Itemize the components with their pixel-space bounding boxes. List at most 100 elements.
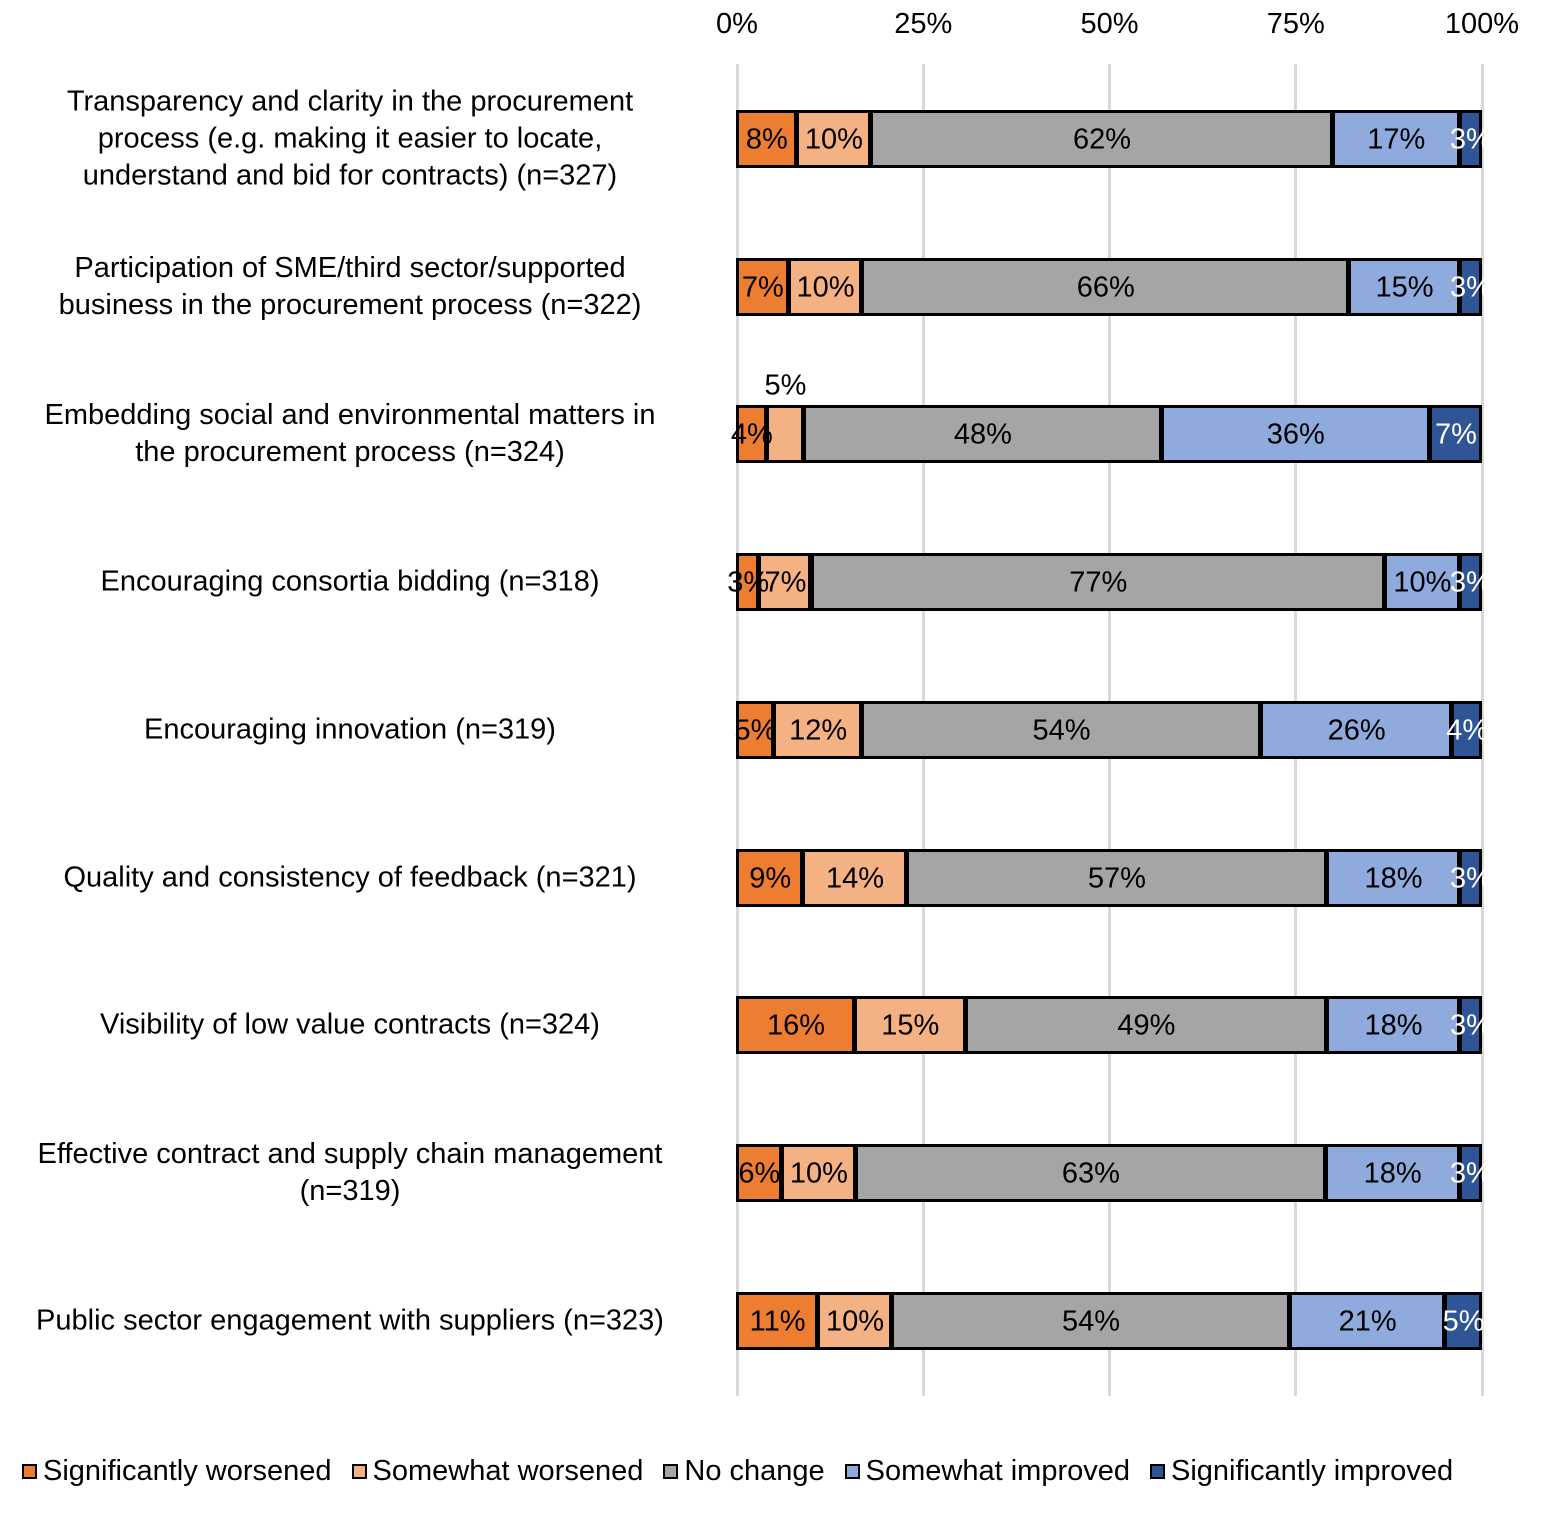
bar-segment bbox=[803, 405, 1162, 464]
category-label: Encouraging consortia bidding (n=318) bbox=[100, 565, 600, 598]
bar-segment bbox=[855, 1143, 1326, 1202]
bar-segment bbox=[1458, 1143, 1482, 1202]
bar-segment bbox=[802, 848, 907, 907]
data-label: 18% bbox=[1363, 1157, 1422, 1190]
data-label: 49% bbox=[1117, 1009, 1176, 1042]
bar-segment bbox=[1324, 1143, 1460, 1202]
legend-item: No change bbox=[663, 1455, 825, 1488]
data-label: 10% bbox=[796, 271, 855, 304]
bar-segment bbox=[736, 257, 789, 316]
gridline bbox=[1480, 64, 1484, 1396]
bar-segment bbox=[736, 700, 774, 759]
category-label: Quality and consistency of feedback (n=3… bbox=[63, 861, 637, 893]
bar-segment bbox=[795, 110, 872, 168]
data-label: 4% bbox=[1446, 714, 1489, 747]
data-label: 8% bbox=[745, 123, 788, 156]
legend-swatch bbox=[22, 1464, 37, 1479]
bar-segment bbox=[817, 1291, 892, 1350]
bar-segment bbox=[1458, 110, 1482, 168]
legend-item: Significantly worsened bbox=[22, 1455, 332, 1488]
data-label: 10% bbox=[789, 1157, 848, 1190]
x-tick-label: 75% bbox=[1266, 8, 1325, 40]
bar-segment bbox=[964, 996, 1328, 1055]
bar-segment bbox=[1326, 996, 1460, 1055]
bar-segment bbox=[1332, 110, 1460, 168]
legend-label: Significantly improved bbox=[1171, 1455, 1454, 1487]
bar-segment bbox=[861, 700, 1261, 759]
data-label: 17% bbox=[1367, 123, 1426, 156]
data-label: 15% bbox=[881, 1009, 940, 1042]
bar-segment bbox=[1458, 553, 1482, 612]
data-label: 15% bbox=[1375, 271, 1434, 304]
data-label: 16% bbox=[766, 1009, 826, 1042]
category-label: Visibility of low value contracts (n=324… bbox=[100, 1008, 600, 1041]
x-tick-label: 0% bbox=[716, 8, 758, 40]
data-label: 3% bbox=[1449, 1157, 1492, 1190]
data-label: 6% bbox=[738, 1157, 781, 1190]
data-label: 21% bbox=[1338, 1305, 1397, 1338]
data-label: 3% bbox=[1449, 123, 1492, 156]
bar-segment bbox=[890, 1291, 1291, 1350]
data-label: 54% bbox=[1062, 1305, 1121, 1338]
data-label: 4% bbox=[730, 418, 773, 451]
category-label: Participation of SME/third sector/suppor… bbox=[58, 251, 642, 321]
bar-segment bbox=[1444, 1291, 1482, 1350]
legend-label: Somewhat improved bbox=[865, 1455, 1130, 1487]
bar-segment bbox=[1458, 996, 1482, 1055]
bar-segment bbox=[870, 110, 1333, 168]
bar-segment bbox=[1458, 848, 1482, 907]
data-label: 10% bbox=[825, 1305, 885, 1338]
bar-row bbox=[736, 1143, 1482, 1202]
bar-segment bbox=[736, 1291, 819, 1350]
data-label: 3% bbox=[727, 566, 770, 599]
category-label: Public sector engagement with suppliers … bbox=[36, 1304, 664, 1337]
legend-item: Somewhat improved bbox=[844, 1455, 1130, 1488]
bar-segment bbox=[736, 553, 760, 612]
data-label: 54% bbox=[1032, 714, 1091, 747]
bar-segment bbox=[1289, 1291, 1446, 1350]
data-label: 12% bbox=[789, 714, 848, 747]
bar-segment bbox=[905, 848, 1328, 907]
category-label: Transparency and clarity in the procurem… bbox=[66, 85, 634, 192]
legend-label: Somewhat worsened bbox=[372, 1455, 644, 1487]
bar-segment bbox=[1259, 700, 1453, 759]
data-label: 11% bbox=[749, 1305, 806, 1338]
bar-segment bbox=[736, 996, 856, 1055]
data-label: 57% bbox=[1087, 862, 1146, 894]
data-label: 26% bbox=[1327, 714, 1386, 747]
data-label: 3% bbox=[1449, 1009, 1492, 1042]
legend-swatch bbox=[351, 1464, 367, 1479]
legend-swatch bbox=[1150, 1464, 1165, 1479]
data-label: 48% bbox=[953, 418, 1012, 451]
bar-row bbox=[736, 405, 1482, 464]
bar-row bbox=[736, 110, 1482, 168]
bar-segment bbox=[736, 405, 767, 464]
data-label: 9% bbox=[749, 862, 792, 894]
data-label: 7% bbox=[1434, 418, 1477, 451]
bar-segment bbox=[787, 257, 863, 316]
bar-segment bbox=[1458, 257, 1482, 316]
bar-segment bbox=[1451, 700, 1482, 759]
bar-row bbox=[736, 700, 1482, 759]
bar-segment bbox=[736, 1143, 782, 1202]
bar-segment bbox=[1428, 405, 1482, 464]
bar-segment bbox=[1160, 405, 1430, 464]
bar-segment bbox=[736, 848, 804, 907]
data-label: 62% bbox=[1073, 123, 1132, 156]
bar-row bbox=[736, 848, 1482, 907]
legend: Significantly worsened Somewhat worsened N… bbox=[22, 1455, 1453, 1488]
legend-swatch bbox=[663, 1464, 679, 1479]
bar-segment bbox=[736, 110, 797, 168]
data-label: 5% bbox=[1442, 1305, 1485, 1338]
x-tick-label: 100% bbox=[1444, 8, 1520, 40]
category-label: Effective contract and supply chain mana… bbox=[37, 1137, 663, 1207]
data-label: 7% bbox=[764, 566, 807, 599]
data-label: 3% bbox=[1449, 271, 1492, 304]
x-tick-label: 25% bbox=[894, 8, 953, 40]
bar-row bbox=[736, 1291, 1482, 1350]
data-label: 63% bbox=[1061, 1157, 1120, 1190]
bar-segment bbox=[772, 700, 863, 759]
data-label: 18% bbox=[1364, 1009, 1423, 1042]
category-label: Encouraging innovation (n=319) bbox=[144, 713, 556, 746]
data-label: 77% bbox=[1069, 566, 1128, 599]
